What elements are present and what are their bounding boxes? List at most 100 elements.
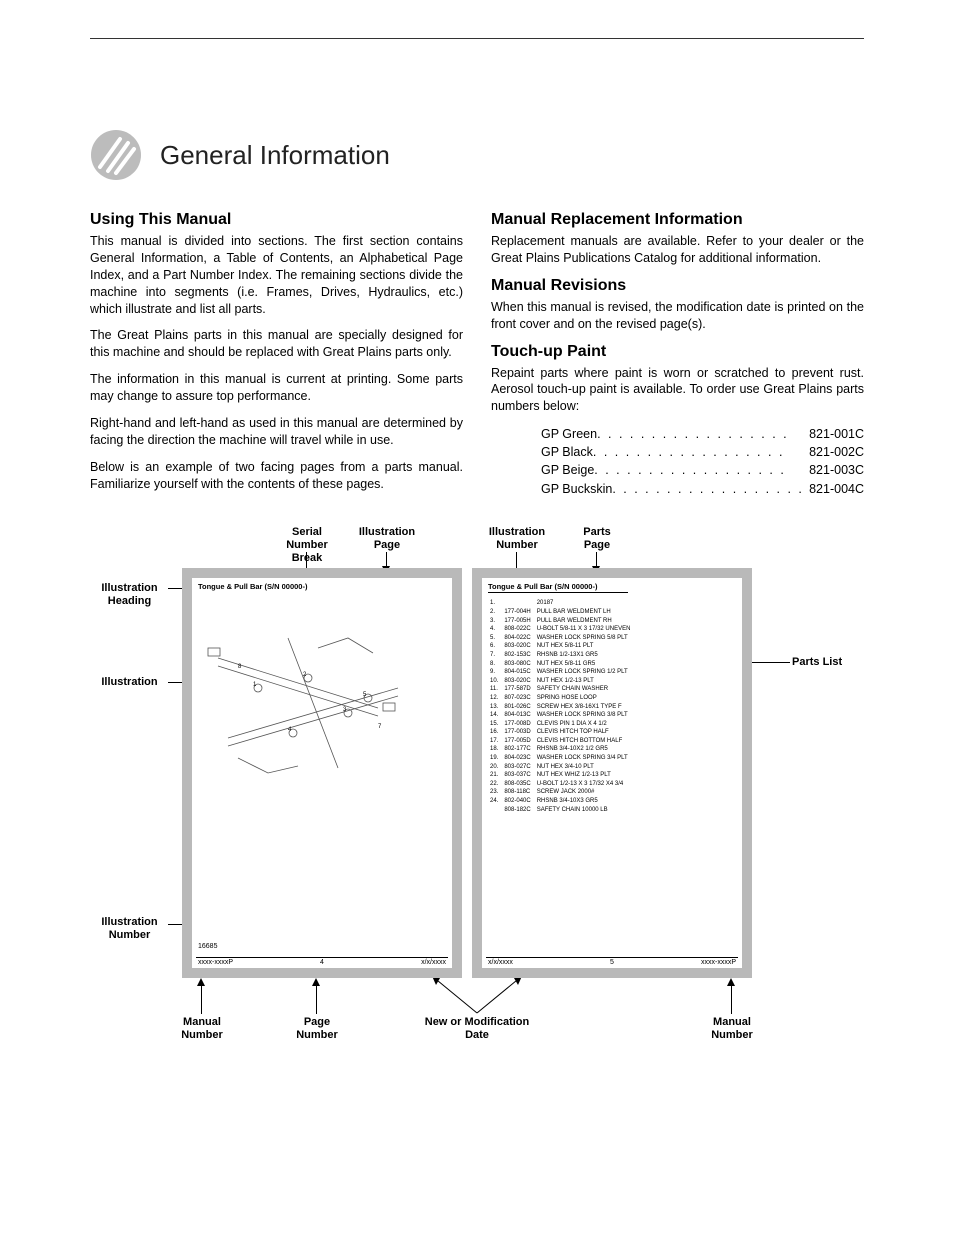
label-illus-number-left: IllustrationNumber — [92, 916, 167, 941]
table-row: 20.803-027CNUT HEX 3/4-10 PLT — [490, 764, 634, 771]
footer-right: x/x/xxxx — [421, 959, 446, 966]
body-text: The Great Plains parts in this manual ar… — [90, 327, 463, 361]
paint-num: 821-004C — [803, 480, 864, 498]
table-cell: 20. — [490, 764, 502, 771]
paint-heading: Touch-up Paint — [491, 343, 864, 361]
table-cell: 802-153C — [504, 652, 534, 659]
svg-text:4: 4 — [288, 727, 292, 733]
table-cell: U-BOLT 5/8-11 X 3 17/32 UNEVEN — [537, 626, 635, 633]
table-row: 24.802-040CRHSNB 3/4-10X3 GR5 — [490, 798, 634, 805]
table-cell: 24. — [490, 798, 502, 805]
paint-num: 821-002C — [803, 443, 864, 461]
table-row: 17.177-005DCLEVIS HITCH BOTTOM HALF — [490, 738, 634, 745]
example-page-left: Tongue & Pull Bar (S/N 00000-) — [182, 568, 462, 978]
table-cell: 804-022C — [504, 635, 534, 642]
label-manual-number-r: ManualNumber — [702, 1016, 762, 1041]
table-cell: RHSNB 3/4-10X2 1/2 GR5 — [537, 746, 635, 753]
table-row: 808-182CSAFETY CHAIN 10000 LB — [490, 807, 634, 814]
paint-name: GP Beige — [541, 461, 594, 479]
label-illus-number-top: IllustrationNumber — [482, 526, 552, 551]
svg-text:7: 7 — [378, 724, 382, 730]
table-cell: WASHER LOCK SPRING 3/8 PLT — [537, 712, 635, 719]
label-illus-page: IllustrationPage — [352, 526, 422, 551]
table-cell: WASHER LOCK SPRING 3/4 PLT — [537, 755, 635, 762]
table-cell: 12. — [490, 695, 502, 702]
example-right-title: Tongue & Pull Bar (S/N 00000-) — [488, 582, 597, 591]
table-cell: CLEVIS HITCH TOP HALF — [537, 729, 635, 736]
table-cell: 808-118C — [504, 789, 534, 796]
parts-list-table: 1.201872.177-004HPULL BAR WELDMENT LH3.1… — [488, 598, 636, 815]
table-cell: 6. — [490, 643, 502, 650]
label-illus-heading: IllustrationHeading — [92, 582, 167, 607]
paint-name: GP Buckskin — [541, 480, 612, 498]
paint-name: GP Black — [541, 443, 593, 461]
top-nav — [90, 0, 864, 39]
table-cell: RHSNB 3/4-10X3 GR5 — [537, 798, 635, 805]
paint-dots: . . . . . . . . . . . . . . . . . . — [612, 480, 803, 498]
label-page-number: PageNumber — [292, 1016, 342, 1041]
table-cell: 177-005D — [504, 738, 534, 745]
table-cell: 808-182C — [504, 807, 534, 814]
page-content: General Information Using This Manual Th… — [0, 39, 954, 1086]
body-text: Repaint parts where paint is worn or scr… — [491, 365, 864, 416]
left-column: Using This Manual This manual is divided… — [90, 211, 463, 502]
table-cell: 4. — [490, 626, 502, 633]
table-row: 6.803-020CNUT HEX 5/8-11 PLT — [490, 643, 634, 650]
paint-dots: . . . . . . . . . . . . . . . . . . — [593, 443, 803, 461]
table-cell: 177-587D — [504, 686, 534, 693]
table-cell: NUT HEX WHIZ 1/2-13 PLT — [537, 772, 635, 779]
example-page-right: Tongue & Pull Bar (S/N 00000-) 1.201872.… — [472, 568, 752, 978]
body-text: The information in this manual is curren… — [90, 371, 463, 405]
paint-row: GP Buckskin. . . . . . . . . . . . . . .… — [541, 480, 864, 498]
table-cell: 23. — [490, 789, 502, 796]
table-cell: NUT HEX 5/8-11 PLT — [537, 643, 635, 650]
paint-row: GP Beige. . . . . . . . . . . . . . . . … — [541, 461, 864, 479]
body-text: This manual is divided into sections. Th… — [90, 233, 463, 317]
body-text: Below is an example of two facing pages … — [90, 459, 463, 493]
table-cell: NUT HEX 3/4-10 PLT — [537, 764, 635, 771]
table-cell: CLEVIS PIN 1 DIA X 4 1/2 — [537, 721, 635, 728]
table-cell: 9. — [490, 669, 502, 676]
table-row: 18.802-177CRHSNB 3/4-10X2 1/2 GR5 — [490, 746, 634, 753]
table-cell: 1. — [490, 600, 502, 607]
svg-text:3: 3 — [343, 707, 347, 713]
table-cell: 804-023C — [504, 755, 534, 762]
example-left-title: Tongue & Pull Bar (S/N 00000-) — [198, 582, 307, 591]
table-row: 23.808-118CSCREW JACK 2000# — [490, 789, 634, 796]
table-cell: 803-080C — [504, 661, 534, 668]
body-text: When this manual is revised, the modific… — [491, 299, 864, 333]
svg-text:1: 1 — [253, 682, 257, 688]
table-cell: 177-004H — [504, 609, 534, 616]
table-cell: U-BOLT 1/2-13 X 3 17/32 X4 3/4 — [537, 781, 635, 788]
table-cell: 21. — [490, 772, 502, 779]
section-header: General Information — [90, 129, 864, 181]
table-cell: SAFETY CHAIN WASHER — [537, 686, 635, 693]
two-column-body: Using This Manual This manual is divided… — [90, 211, 864, 502]
revisions-heading: Manual Revisions — [491, 277, 864, 295]
table-cell: 177-005H — [504, 618, 534, 625]
table-row: 2.177-004HPULL BAR WELDMENT LH — [490, 609, 634, 616]
table-cell: WASHER LOCK SPRING 1/2 PLT — [537, 669, 635, 676]
paint-dots: . . . . . . . . . . . . . . . . . . — [594, 461, 803, 479]
table-row: 4.808-022CU-BOLT 5/8-11 X 3 17/32 UNEVEN — [490, 626, 634, 633]
paint-dots: . . . . . . . . . . . . . . . . . . — [597, 425, 803, 443]
table-cell: 177-008D — [504, 721, 534, 728]
table-cell: 11. — [490, 686, 502, 693]
label-parts-page: PartsPage — [572, 526, 622, 551]
table-row: 14.804-013CWASHER LOCK SPRING 3/8 PLT — [490, 712, 634, 719]
illus-num: 16685 — [198, 943, 217, 950]
illustration-sketch: 12 34 58 7 — [198, 618, 448, 818]
table-cell: 803-037C — [504, 772, 534, 779]
body-text: Right-hand and left-hand as used in this… — [90, 415, 463, 449]
footer-center: 4 — [192, 959, 452, 966]
table-cell: 803-020C — [504, 643, 534, 650]
replace-heading: Manual Replacement Information — [491, 211, 864, 229]
table-cell — [490, 807, 502, 814]
table-row: 11.177-587DSAFETY CHAIN WASHER — [490, 686, 634, 693]
table-row: 16.177-003DCLEVIS HITCH TOP HALF — [490, 729, 634, 736]
table-cell: 19. — [490, 755, 502, 762]
table-cell: SAFETY CHAIN 10000 LB — [537, 807, 635, 814]
table-cell: 15. — [490, 721, 502, 728]
table-cell: CLEVIS HITCH BOTTOM HALF — [537, 738, 635, 745]
table-cell: RHSNB 1/2-13X1 GR5 — [537, 652, 635, 659]
